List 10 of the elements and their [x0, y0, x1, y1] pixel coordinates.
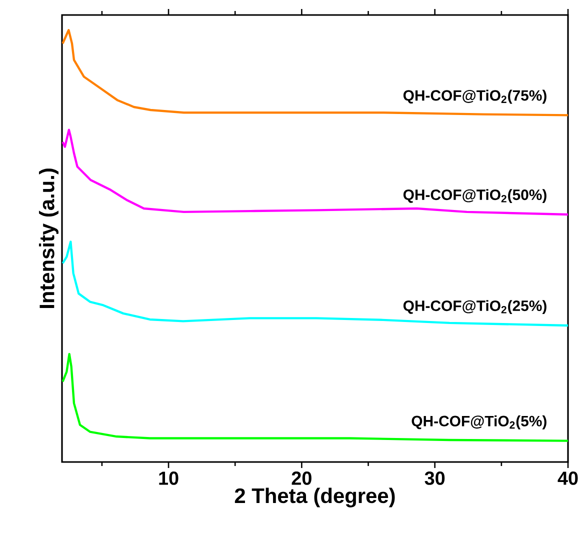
x-tick-label: 20: [292, 471, 312, 485]
x-tick-label: 40: [558, 471, 578, 485]
y-axis-title: Intensity (a.u.): [38, 168, 58, 308]
series-label: QH-COF@TiO$_{2}$(5%): [412, 415, 546, 430]
series-label: QH-COF@TiO$_{2}$(75%): [403, 90, 546, 104]
x-tick-label: 30: [424, 471, 445, 485]
x-axis-title: 2 Theta (degree): [234, 488, 395, 508]
series-label: QH-COF@TiO$_{2}$(50%): [403, 189, 546, 204]
series-label: QH-COF@TiO$_{2}$(25%): [403, 300, 546, 314]
x-tick-label: 10: [159, 471, 178, 485]
